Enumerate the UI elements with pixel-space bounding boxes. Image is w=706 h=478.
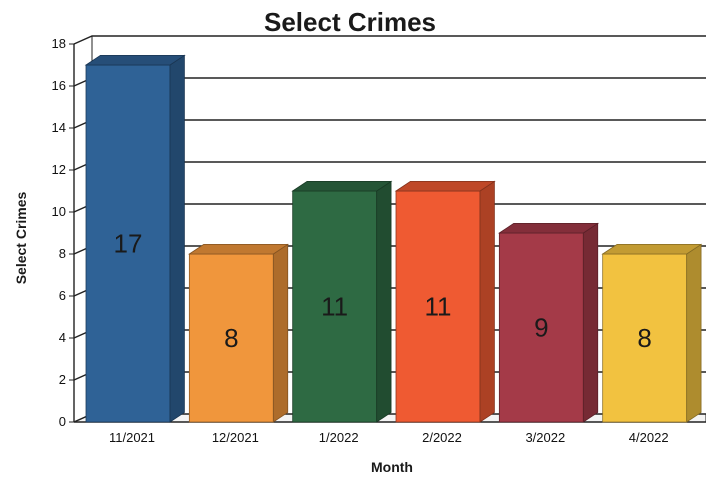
bar-side — [686, 243, 702, 423]
bar-value-label: 11 — [321, 292, 348, 322]
bar-value-label: 17 — [114, 229, 143, 259]
x-tick-label: 11/2021 — [109, 430, 155, 445]
bar-front — [602, 253, 688, 423]
bar-top — [291, 180, 393, 192]
bar-top — [394, 180, 496, 192]
y-tick-label: 18 — [52, 36, 66, 51]
y-tick-label: 10 — [52, 204, 66, 219]
x-axis-label: Month — [371, 459, 413, 475]
bar-value-label: 11 — [425, 292, 452, 322]
bar-top — [188, 243, 290, 255]
x-tick-label: 1/2022 — [319, 430, 359, 445]
bar-value-label: 8 — [224, 323, 238, 353]
bar-front — [292, 190, 378, 423]
bar-front — [498, 232, 584, 423]
y-tick-label: 2 — [59, 372, 66, 387]
y-tick-label: 12 — [52, 162, 66, 177]
y-tick-label: 6 — [59, 288, 66, 303]
x-tick-label: 3/2022 — [525, 430, 565, 445]
bar-front — [188, 253, 274, 423]
chart-title: Select Crimes — [264, 7, 436, 37]
bar-side — [479, 180, 495, 423]
x-tick-label: 4/2022 — [629, 430, 669, 445]
bar-top — [84, 55, 186, 66]
y-tick-label: 4 — [59, 330, 66, 345]
bar-side — [169, 54, 185, 423]
bar-top — [601, 243, 703, 255]
y-axis-label: Select Crimes — [13, 191, 29, 284]
bar-side — [376, 180, 392, 423]
y-tick-label: 0 — [59, 414, 66, 429]
x-tick-label: 12/2021 — [212, 430, 259, 445]
y-tick-label: 8 — [59, 246, 66, 261]
bar-front — [395, 190, 481, 423]
bar-front — [85, 64, 171, 423]
plot-area: 0 2 4 6 8 10 12 14 16 18 17 11/2021 8 12/2021 11 1/2022… — [52, 35, 706, 445]
y-tick-label: 14 — [52, 120, 66, 135]
gridline — [73, 35, 706, 45]
bar-side — [582, 222, 599, 423]
bar-top — [498, 222, 600, 234]
bar-side — [272, 243, 289, 423]
x-tick-label: 2/2022 — [422, 430, 462, 445]
bar-value-label: 8 — [637, 323, 651, 353]
y-tick-label: 16 — [52, 78, 66, 93]
bar-value-label: 9 — [534, 313, 548, 343]
